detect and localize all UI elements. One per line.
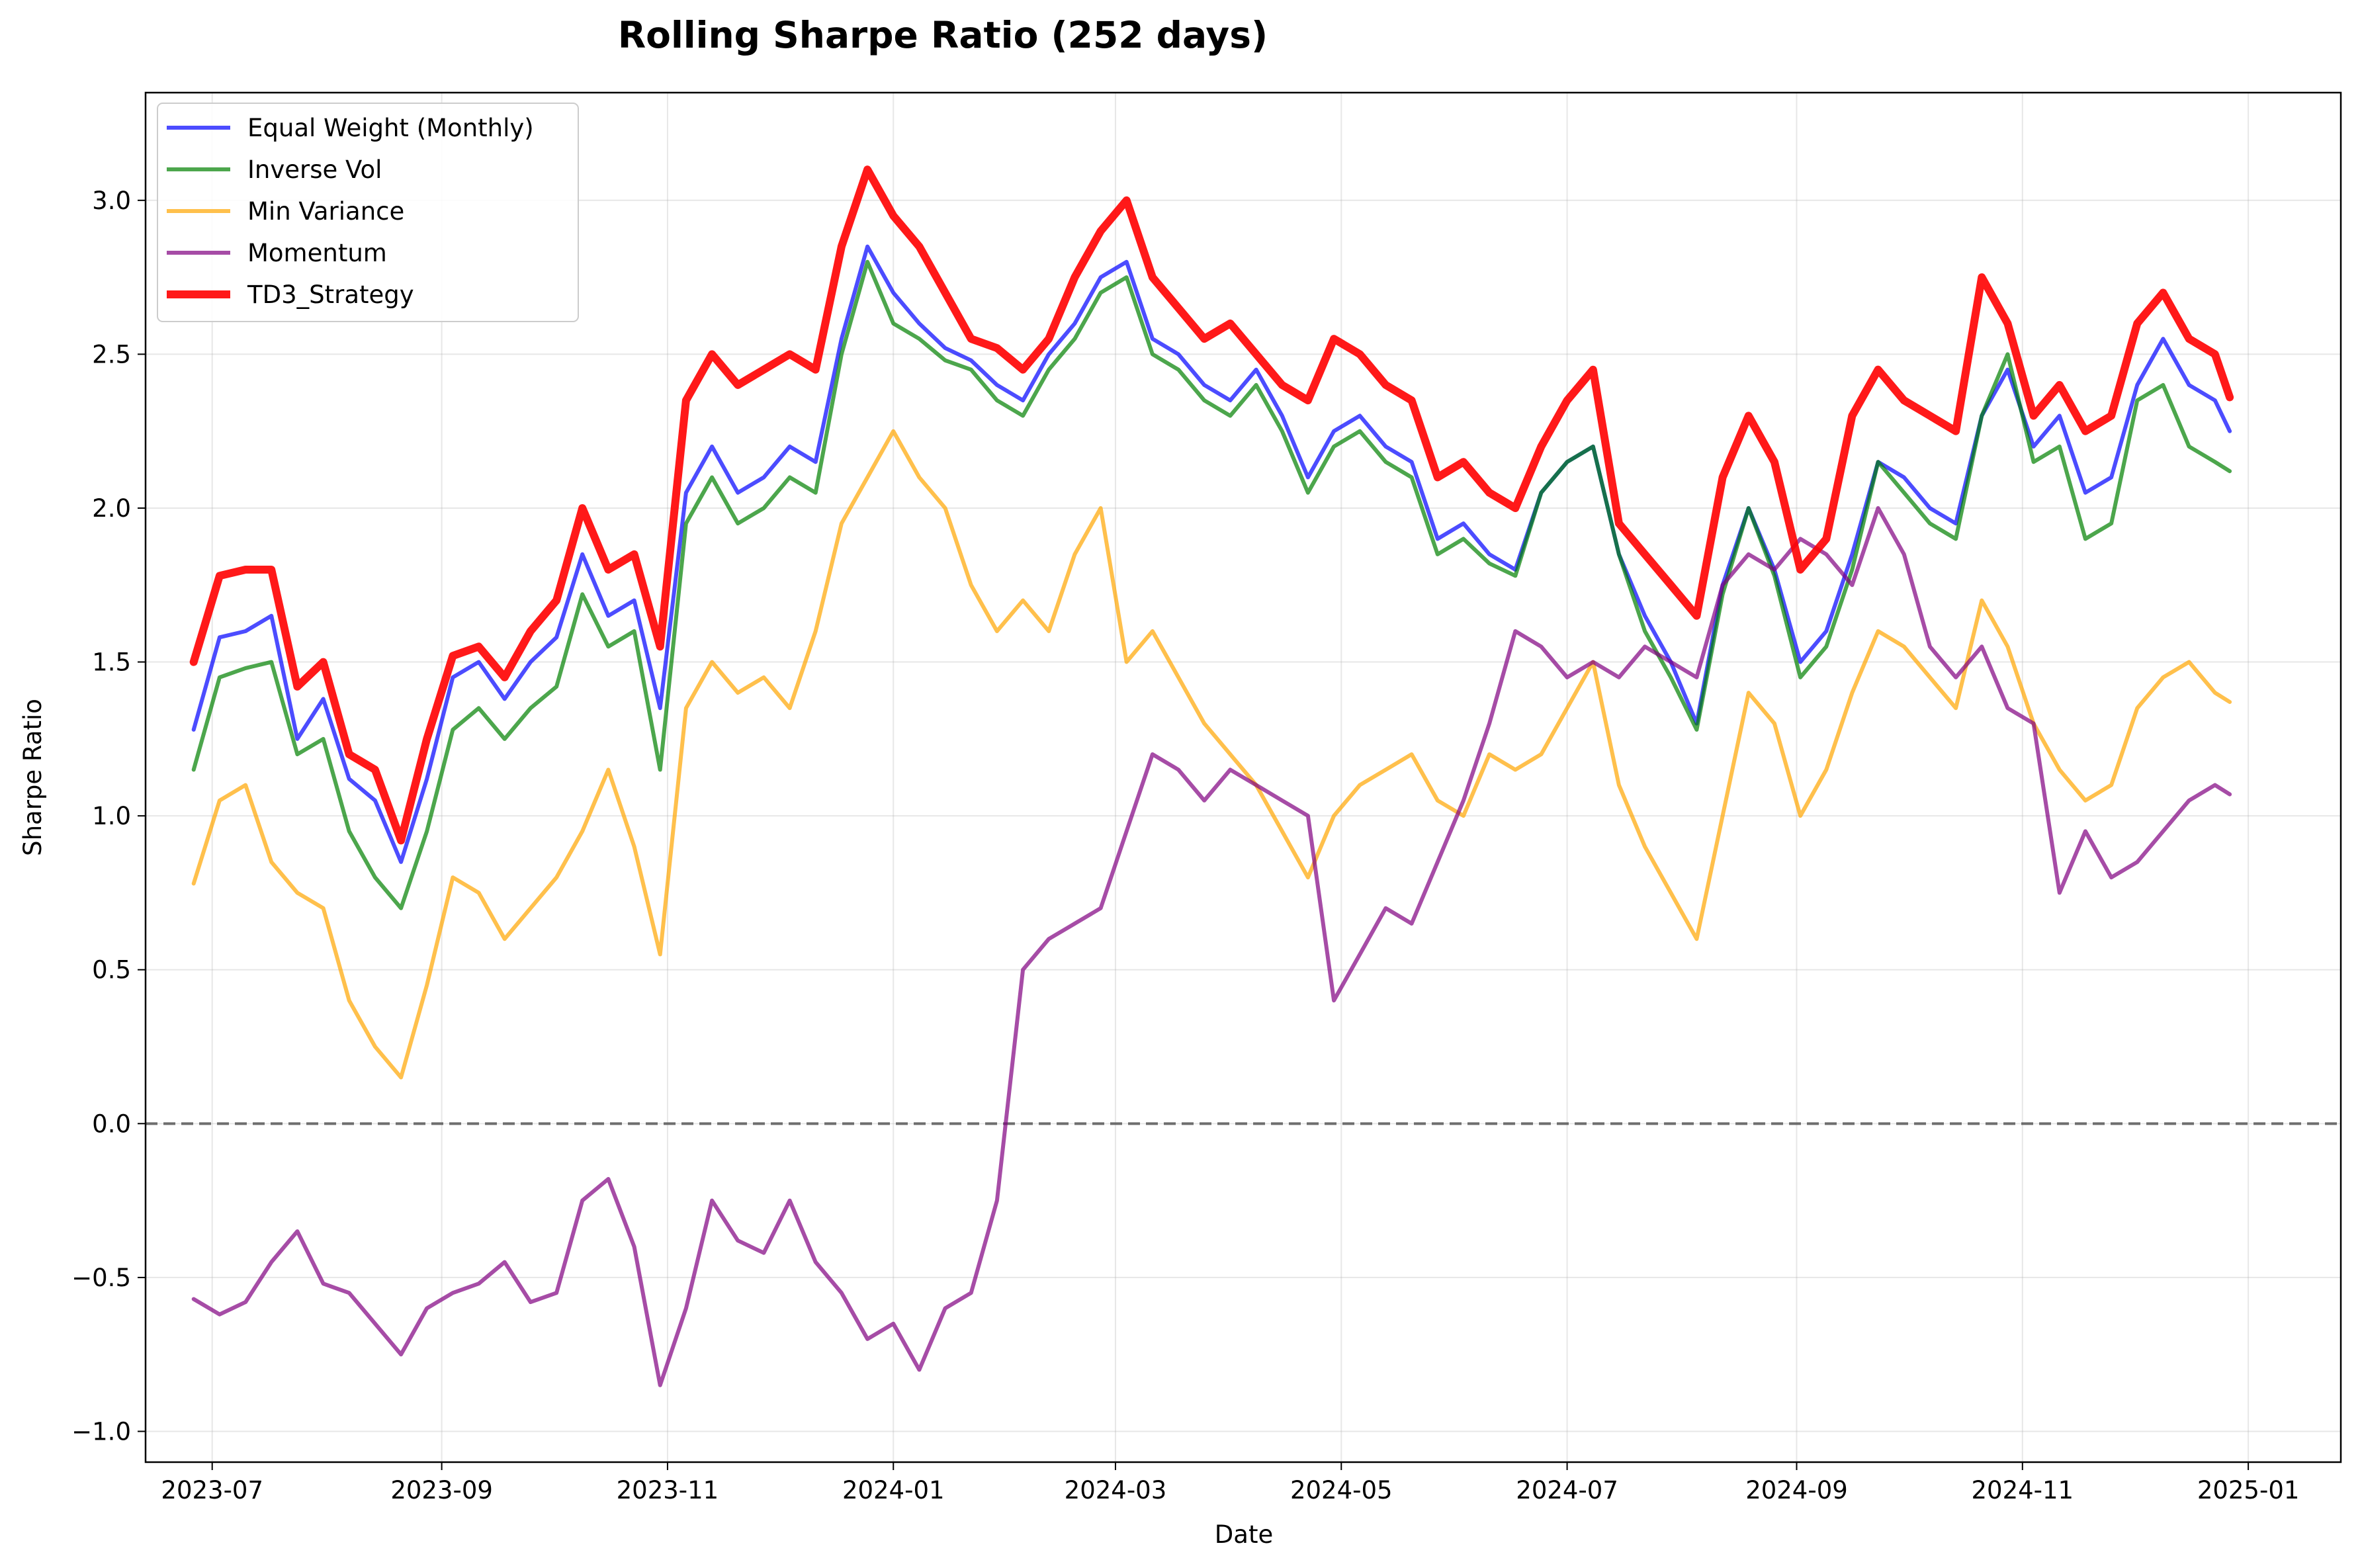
legend-label: Equal Weight (Monthly) xyxy=(247,114,534,142)
x-tick-label: 2024-01 xyxy=(842,1476,945,1504)
x-tick-label: 2024-09 xyxy=(1745,1476,1848,1504)
plot-area-frame xyxy=(144,91,2342,1463)
x-tick-label: 2024-07 xyxy=(1516,1476,1618,1504)
x-tick-label: 2025-01 xyxy=(2197,1476,2300,1504)
x-axis-label: Date xyxy=(1215,1520,1273,1549)
series-lines xyxy=(189,165,2234,1387)
y-tick-label: −0.5 xyxy=(71,1264,131,1292)
x-tick-label: 2024-03 xyxy=(1065,1476,1167,1504)
series-line-0 xyxy=(191,244,2232,864)
series-line-2 xyxy=(191,429,2232,1080)
series-line-1 xyxy=(191,259,2232,910)
y-tick-label: 0.0 xyxy=(92,1110,131,1138)
y-tick-label: −1.0 xyxy=(71,1417,131,1446)
x-tick-label: 2023-09 xyxy=(390,1476,493,1504)
legend-label: TD3_Strategy xyxy=(247,281,414,309)
y-tick-label: 1.5 xyxy=(92,648,131,677)
legend-box xyxy=(157,103,579,322)
x-tick-label: 2024-11 xyxy=(1972,1476,2074,1504)
series-line-3 xyxy=(191,506,2232,1387)
series-line-4 xyxy=(189,165,2234,845)
x-tick-label: 2023-07 xyxy=(161,1476,263,1504)
y-tick-label: 2.5 xyxy=(92,340,131,369)
legend-label: Inverse Vol xyxy=(247,155,382,184)
x-tick-label: 2024-05 xyxy=(1290,1476,1393,1504)
x-tick-label: 2023-11 xyxy=(617,1476,719,1504)
y-axis-label: Sharpe Ratio xyxy=(19,699,47,856)
y-tick-label: 0.5 xyxy=(92,956,131,984)
legend: Equal Weight (Monthly) Inverse Vol Min Var… xyxy=(157,103,579,322)
legend-label: Momentum xyxy=(247,239,387,267)
chart-title: Rolling Sharpe Ratio (252 days) xyxy=(618,14,1268,56)
x-axis-ticks: 2023-07 2023-09 2023-11 2024-01 2024-03 2024-… xyxy=(161,1462,2299,1504)
y-axis-ticks: −1.0 −0.5 0.0 0.5 1.0 1.5 2.0 2.5 3.0 xyxy=(71,187,146,1446)
grid xyxy=(146,93,2341,1462)
y-tick-label: 2.0 xyxy=(92,494,131,523)
y-tick-label: 3.0 xyxy=(92,187,131,215)
legend-label: Min Variance xyxy=(247,197,404,226)
y-tick-label: 1.0 xyxy=(92,802,131,830)
